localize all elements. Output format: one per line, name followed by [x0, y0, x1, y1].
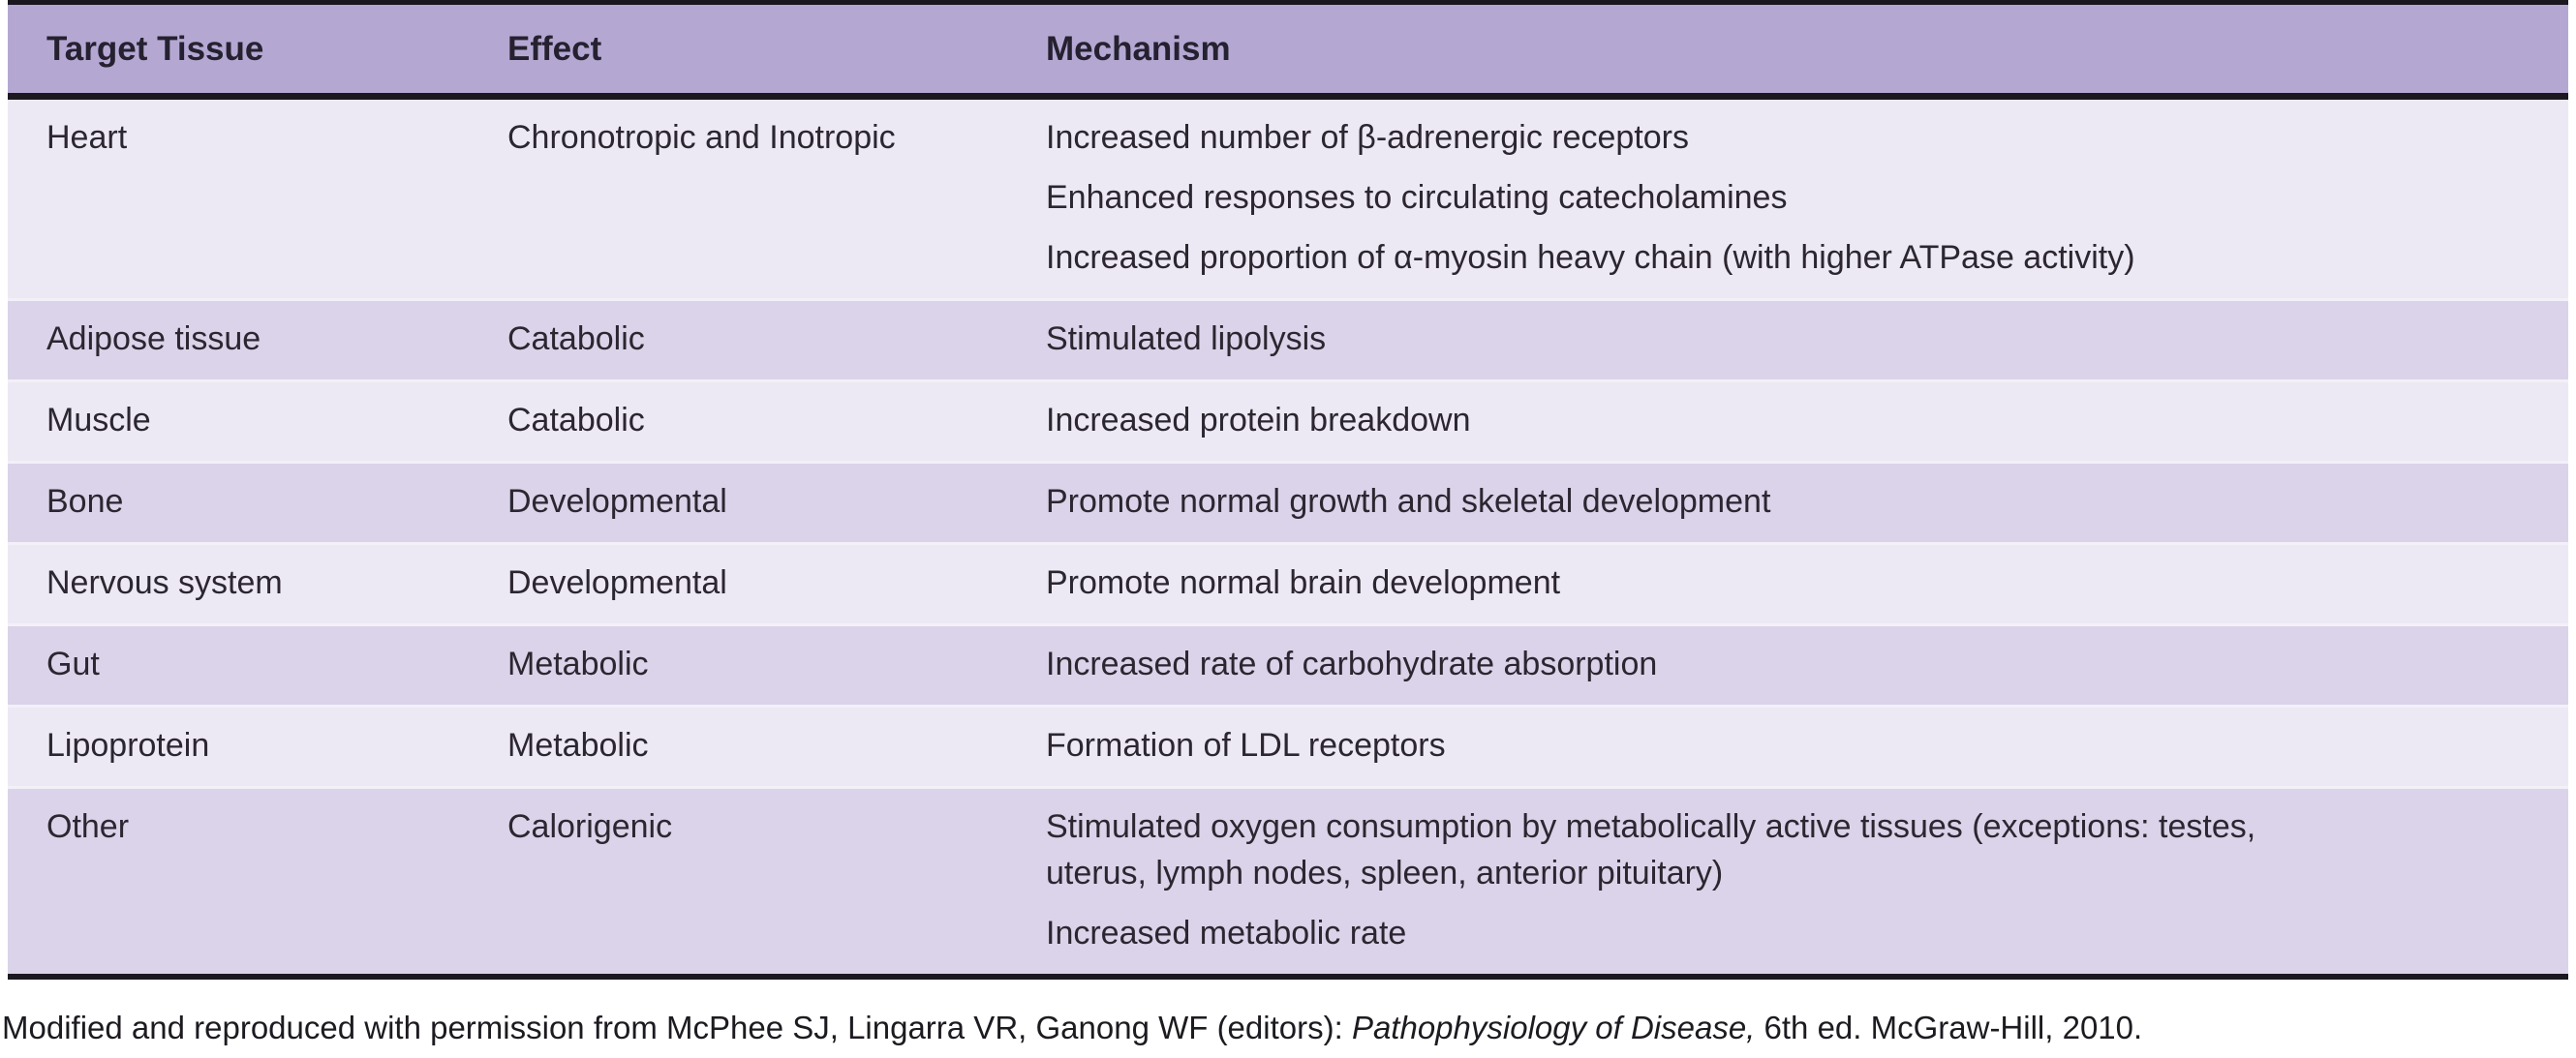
mechanism-cell: Formation of LDL receptors [1046, 708, 2568, 786]
header-divider-line [8, 93, 2568, 100]
table-row-lipoprotein: Lipoprotein Metabolic Formation of LDL r… [8, 705, 2568, 786]
mechanism-line: Increased protein breakdown [1046, 402, 1471, 438]
table-row-bone: Bone Developmental Promote normal growth… [8, 461, 2568, 542]
credit-text-suffix: 6th ed. McGraw-Hill, 2010. [1755, 1010, 2143, 1045]
tissue-cell: Heart [46, 119, 128, 156]
mechanism-line: Promote normal brain development [1046, 564, 1561, 601]
tissue-cell: Gut [46, 646, 100, 682]
source-credit: Modified and reproduced with permission … [2, 1007, 2568, 1049]
table-header-row: Target Tissue Effect Mechanism [8, 5, 2568, 93]
effect-cell: Developmental [507, 483, 727, 520]
table-top-border [8, 0, 2568, 5]
effect-cell: Catabolic [507, 402, 645, 438]
table-row-muscle: Muscle Catabolic Increased protein break… [8, 379, 2568, 461]
mechanism-paragraph: Increased rate of carbohydrate absorptio… [1046, 641, 2392, 687]
tissue-cell: Bone [46, 483, 124, 520]
effect-cell: Developmental [507, 564, 727, 601]
credit-book-title: Pathophysiology of Disease, [1351, 1010, 1756, 1045]
mechanism-paragraph: Promote normal growth and skeletal devel… [1046, 478, 2392, 525]
mechanism-cell: Increased number of β-adrenergic recepto… [1046, 100, 2568, 298]
mechanism-line: Increased metabolic rate [1046, 915, 1407, 952]
mechanism-cell: Increased protein breakdown [1046, 382, 2568, 461]
mechanism-line: Stimulated lipolysis [1046, 320, 1327, 357]
mechanism-line: Promote normal growth and skeletal devel… [1046, 483, 1771, 520]
tissue-effect-table: Target Tissue Effect Mechanism Heart Chr… [8, 0, 2568, 980]
mechanism-paragraph: Enhanced responses to circulating catech… [1046, 174, 2392, 221]
table-row-adipose-tissue: Adipose tissue Catabolic Stimulated lipo… [8, 298, 2568, 379]
mechanism-line: Increased rate of carbohydrate absorptio… [1046, 646, 1658, 682]
mechanism-paragraph: Formation of LDL receptors [1046, 722, 2392, 769]
mechanism-cell: Increased rate of carbohydrate absorptio… [1046, 626, 2568, 705]
effect-cell: Chronotropic and Inotropic [507, 119, 896, 156]
table-bottom-border [8, 974, 2568, 980]
mechanism-paragraph: Increased metabolic rate [1046, 910, 2392, 956]
effect-cell: Metabolic [507, 646, 649, 682]
column-header-target-tissue: Target Tissue [46, 29, 264, 68]
table-row-nervous-system: Nervous system Developmental Promote nor… [8, 542, 2568, 623]
mechanism-paragraph: Increased protein breakdown [1046, 397, 2392, 443]
mechanism-line: uterus, lymph nodes, spleen, anterior pi… [1046, 855, 1724, 892]
tissue-cell: Muscle [46, 402, 151, 438]
table-row-heart: Heart Chronotropic and Inotropic Increas… [8, 100, 2568, 298]
mechanism-line: Enhanced responses to circulating catech… [1046, 179, 1788, 216]
mechanism-cell: Stimulated oxygen consumption by metabol… [1046, 789, 2568, 974]
column-header-mechanism: Mechanism [1046, 29, 1231, 68]
mechanism-cell: Promote normal brain development [1046, 545, 2568, 623]
column-header-effect: Effect [507, 29, 602, 68]
table-row-other: Other Calorigenic Stimulated oxygen cons… [8, 786, 2568, 974]
mechanism-paragraph: Stimulated oxygen consumption by metabol… [1046, 803, 2392, 896]
credit-text-prefix: Modified and reproduced with permission … [2, 1010, 1352, 1045]
tissue-cell: Adipose tissue [46, 320, 261, 357]
mechanism-cell: Stimulated lipolysis [1046, 301, 2568, 379]
mechanism-line: Formation of LDL receptors [1046, 727, 1446, 764]
mechanism-line: Stimulated oxygen consumption by metabol… [1046, 808, 2256, 845]
mechanism-cell: Promote normal growth and skeletal devel… [1046, 464, 2568, 542]
mechanism-line: Increased number of β-adrenergic recepto… [1046, 119, 1689, 156]
tissue-cell: Other [46, 808, 130, 845]
mechanism-paragraph: Increased number of β-adrenergic recepto… [1046, 114, 2392, 161]
effect-cell: Calorigenic [507, 808, 673, 845]
mechanism-paragraph: Stimulated lipolysis [1046, 316, 2392, 362]
mechanism-line: Increased proportion of α-myosin heavy c… [1046, 239, 2135, 276]
mechanism-paragraph: Increased proportion of α-myosin heavy c… [1046, 234, 2392, 281]
table-row-gut: Gut Metabolic Increased rate of carbohyd… [8, 623, 2568, 705]
tissue-cell: Lipoprotein [46, 727, 210, 764]
effect-cell: Catabolic [507, 320, 645, 357]
effect-cell: Metabolic [507, 727, 649, 764]
mechanism-paragraph: Promote normal brain development [1046, 559, 2392, 606]
tissue-cell: Nervous system [46, 564, 283, 601]
